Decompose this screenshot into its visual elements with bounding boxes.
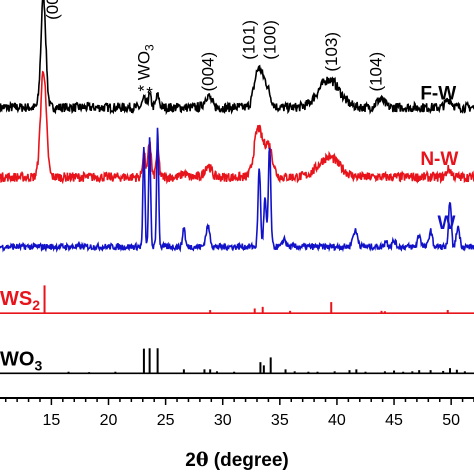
peak-annotation: (002) <box>43 0 62 20</box>
reference-label-1: WO3 <box>0 348 42 373</box>
x-tick-label: 30 <box>214 412 232 429</box>
x-tick-label: 35 <box>271 412 289 429</box>
x-tick-label: 20 <box>100 412 118 429</box>
x-axis-label: 2θ (degree) <box>185 449 289 471</box>
x-tick-label: 15 <box>42 412 60 429</box>
series-layer <box>0 0 474 253</box>
x-tick-label: 50 <box>442 412 460 429</box>
reference-pattern-layer: WS2 WO3 <box>0 285 474 375</box>
peak-annotation: * WO3 <box>135 44 157 92</box>
x-tick-label: 45 <box>385 412 403 429</box>
peak-annotation: (100) <box>260 20 279 60</box>
peak-annotation: (004) <box>199 52 218 92</box>
x-axis: 15 20 25 30 35 40 45 50 <box>0 397 474 429</box>
reference-label-0: WS2 <box>0 288 40 313</box>
series-label-1: N-W <box>420 149 458 170</box>
series-line-2 <box>0 127 474 253</box>
series-label-0: F-W <box>420 84 456 105</box>
peak-annotation: (101) <box>240 20 259 60</box>
peak-annotation: * <box>146 84 153 103</box>
peak-annotation: (103) <box>322 32 341 72</box>
x-tick-label: 25 <box>157 412 175 429</box>
x-tick-label: 40 <box>328 412 346 429</box>
series-line-1 <box>0 70 474 185</box>
label-layer: F-W N-W W (002) * WO3 (004) (101) (100) (103) (10… <box>43 0 458 234</box>
series-label-2: W <box>437 213 455 234</box>
series-line-0 <box>0 0 474 116</box>
peak-annotation: (104) <box>366 52 385 92</box>
